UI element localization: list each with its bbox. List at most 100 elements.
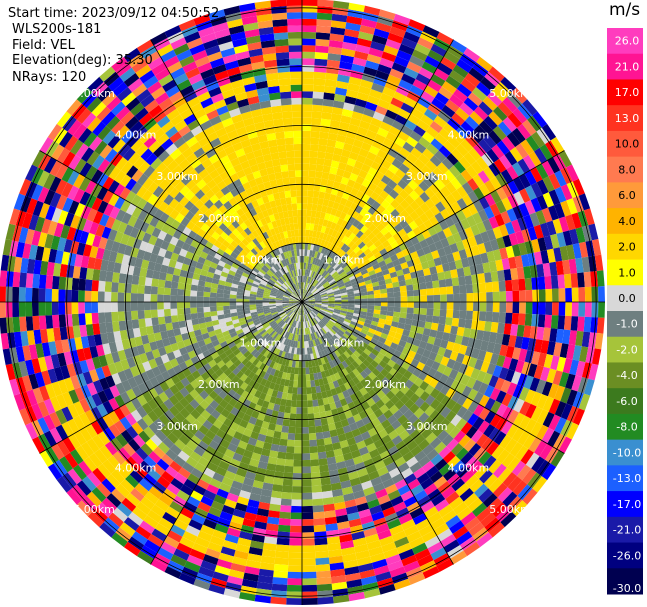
ppi-cell [376, 352, 385, 361]
ppi-cell [355, 44, 371, 54]
ppi-cell [45, 302, 53, 316]
ppi-cell [416, 269, 425, 278]
ppi-cell [381, 541, 397, 553]
ppi-cell [322, 233, 328, 241]
ppi-cell [421, 530, 438, 543]
ppi-cell [273, 477, 284, 486]
ppi-cell [420, 500, 435, 514]
ppi-cell [471, 502, 488, 517]
ppi-cell [249, 299, 256, 302]
ppi-cell [391, 435, 403, 446]
ppi-cell [389, 404, 399, 415]
ppi-cell [518, 348, 528, 362]
ppi-cell [501, 183, 514, 198]
ppi-cell [402, 435, 414, 446]
ppi-cell [349, 263, 358, 270]
ppi-cell [543, 235, 554, 250]
ppi-cell [295, 426, 302, 434]
ppi-cell [336, 266, 343, 273]
ppi-cell [389, 367, 398, 377]
ppi-cell [391, 158, 403, 169]
ppi-cell [478, 451, 492, 466]
ppi-cell [396, 49, 412, 62]
ppi-cell [387, 359, 396, 368]
ppi-cell [347, 193, 356, 203]
ppi-cell [478, 382, 489, 395]
ppi-cell [455, 173, 468, 186]
ppi-cell [112, 272, 120, 283]
ppi-cell [307, 196, 314, 204]
ppi-cell [321, 112, 332, 120]
ppi-cell [333, 448, 343, 457]
ppi-cell [297, 334, 301, 342]
ppi-cell [348, 224, 357, 233]
ppi-cell [309, 157, 318, 165]
ppi-cell [531, 456, 546, 473]
ppi-cell [321, 335, 328, 342]
ppi-cell [583, 316, 592, 333]
ppi-cell [334, 295, 342, 299]
ppi-cell [279, 511, 291, 520]
ppi-cell [110, 302, 118, 312]
ppi-cell [475, 263, 485, 275]
ppi-cell [406, 152, 419, 164]
ppi-cell [467, 388, 479, 401]
ppi-cell [394, 114, 408, 126]
ppi-cell [324, 79, 338, 88]
ppi-cell [403, 525, 419, 537]
ppi-cell [130, 284, 139, 294]
ppi-cell [359, 362, 368, 371]
ppi-cell [488, 111, 503, 126]
ppi-cell [322, 165, 331, 174]
ppi-cell [483, 115, 498, 131]
ppi-cell [395, 344, 405, 353]
ppi-cell [360, 216, 369, 226]
ppi-cell [461, 409, 474, 423]
ppi-cell [348, 336, 356, 344]
ppi-cell [302, 25, 317, 33]
ppi-cell [381, 328, 390, 336]
ppi-cell [417, 554, 434, 567]
ppi-cell [170, 288, 178, 296]
ppi-cell [446, 286, 454, 295]
ppi-cell [449, 94, 464, 108]
ppi-cell [311, 203, 318, 211]
ppi-cell [451, 277, 460, 287]
ppi-cell [319, 464, 329, 473]
ppi-cell [38, 274, 47, 289]
ppi-cell [541, 123, 557, 141]
ppi-cell [334, 246, 341, 255]
ppi-cell [310, 380, 316, 388]
ppi-cell [312, 289, 318, 295]
ppi-cell [365, 101, 378, 112]
ppi-cell [320, 253, 326, 261]
ppi-cell [366, 331, 375, 338]
ppi-cell [310, 243, 315, 251]
ppi-cell [419, 314, 427, 322]
ppi-cell [395, 269, 404, 277]
ppi-cell [458, 249, 468, 260]
ppi-cell [375, 271, 384, 278]
ppi-cell [435, 330, 444, 340]
ppi-cell [418, 371, 428, 381]
ppi-cell [566, 244, 576, 260]
ppi-cell [583, 208, 595, 226]
ppi-cell [467, 497, 483, 512]
ppi-cell [486, 363, 497, 376]
ppi-cell [351, 428, 361, 438]
ppi-cell [302, 170, 309, 178]
ppi-cell [400, 307, 408, 314]
ppi-cell [317, 312, 325, 318]
ppi-cell [357, 334, 365, 342]
ppi-cell [321, 105, 333, 114]
ppi-cell [362, 236, 371, 245]
ppi-cell [306, 283, 311, 290]
ppi-cell [438, 127, 452, 141]
ppi-cell [403, 224, 413, 234]
ppi-cell [577, 272, 585, 288]
ppi-cell [363, 588, 381, 599]
ppi-cell [409, 84, 424, 97]
ppi-cell [440, 356, 450, 367]
ppi-cell [420, 295, 428, 302]
ppi-cell [345, 89, 359, 99]
